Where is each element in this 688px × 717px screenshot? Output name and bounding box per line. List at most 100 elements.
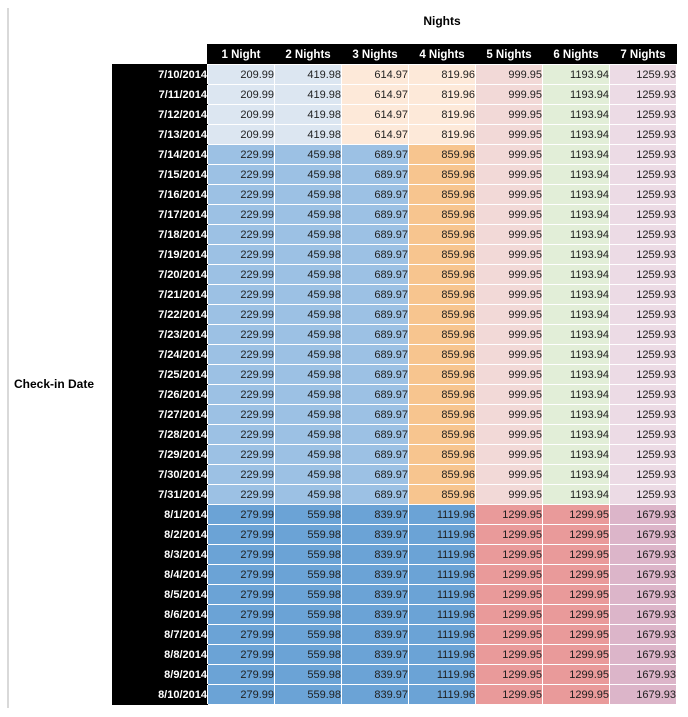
price-cell[interactable]: 1193.94 (542, 124, 610, 145)
price-cell[interactable]: 1299.95 (542, 684, 610, 705)
price-cell[interactable]: 1679.93 (609, 584, 677, 605)
price-cell[interactable]: 459.98 (274, 464, 342, 485)
price-cell[interactable]: 689.97 (341, 344, 409, 365)
price-cell[interactable]: 999.95 (475, 384, 543, 405)
price-cell[interactable]: 689.97 (341, 464, 409, 485)
price-cell[interactable]: 279.99 (207, 564, 275, 585)
price-cell[interactable]: 459.98 (274, 324, 342, 345)
price-cell[interactable]: 999.95 (475, 84, 543, 105)
price-cell[interactable]: 1193.94 (542, 84, 610, 105)
price-cell[interactable]: 614.97 (341, 64, 409, 85)
price-cell[interactable]: 1679.93 (609, 624, 677, 645)
price-cell[interactable]: 229.99 (207, 244, 275, 265)
price-cell[interactable]: 999.95 (475, 424, 543, 445)
price-cell[interactable]: 1259.93 (609, 404, 677, 425)
price-cell[interactable]: 559.98 (274, 564, 342, 585)
price-cell[interactable]: 1193.94 (542, 384, 610, 405)
price-cell[interactable]: 1119.96 (408, 624, 476, 645)
price-cell[interactable]: 559.98 (274, 584, 342, 605)
price-cell[interactable]: 459.98 (274, 304, 342, 325)
price-cell[interactable]: 614.97 (341, 84, 409, 105)
price-cell[interactable]: 459.98 (274, 184, 342, 205)
price-cell[interactable]: 229.99 (207, 464, 275, 485)
price-cell[interactable]: 859.96 (408, 484, 476, 505)
price-cell[interactable]: 1259.93 (609, 224, 677, 245)
price-cell[interactable]: 1299.95 (475, 504, 543, 525)
price-cell[interactable]: 689.97 (341, 304, 409, 325)
price-cell[interactable]: 859.96 (408, 384, 476, 405)
price-cell[interactable]: 859.96 (408, 164, 476, 185)
price-cell[interactable]: 459.98 (274, 144, 342, 165)
price-cell[interactable]: 859.96 (408, 244, 476, 265)
price-cell[interactable]: 1119.96 (408, 504, 476, 525)
price-cell[interactable]: 859.96 (408, 264, 476, 285)
price-cell[interactable]: 1193.94 (542, 404, 610, 425)
price-cell[interactable]: 1259.93 (609, 244, 677, 265)
price-cell[interactable]: 1193.94 (542, 364, 610, 385)
price-cell[interactable]: 1193.94 (542, 164, 610, 185)
price-cell[interactable]: 999.95 (475, 324, 543, 345)
price-cell[interactable]: 1259.93 (609, 84, 677, 105)
price-cell[interactable]: 559.98 (274, 544, 342, 565)
price-cell[interactable]: 1119.96 (408, 604, 476, 625)
price-cell[interactable]: 279.99 (207, 524, 275, 545)
price-cell[interactable]: 1259.93 (609, 144, 677, 165)
price-cell[interactable]: 1259.93 (609, 304, 677, 325)
price-cell[interactable]: 689.97 (341, 164, 409, 185)
price-cell[interactable]: 1299.95 (542, 624, 610, 645)
price-cell[interactable]: 1259.93 (609, 264, 677, 285)
price-cell[interactable]: 859.96 (408, 224, 476, 245)
price-cell[interactable]: 459.98 (274, 224, 342, 245)
price-cell[interactable]: 999.95 (475, 444, 543, 465)
price-cell[interactable]: 999.95 (475, 264, 543, 285)
price-cell[interactable]: 689.97 (341, 264, 409, 285)
price-cell[interactable]: 1299.95 (475, 604, 543, 625)
price-cell[interactable]: 459.98 (274, 364, 342, 385)
price-cell[interactable]: 279.99 (207, 624, 275, 645)
price-cell[interactable]: 859.96 (408, 364, 476, 385)
price-cell[interactable]: 1193.94 (542, 464, 610, 485)
price-cell[interactable]: 1259.93 (609, 364, 677, 385)
price-cell[interactable]: 279.99 (207, 604, 275, 625)
price-cell[interactable]: 1259.93 (609, 164, 677, 185)
price-cell[interactable]: 559.98 (274, 644, 342, 665)
price-cell[interactable]: 1299.95 (475, 564, 543, 585)
price-cell[interactable]: 1259.93 (609, 284, 677, 305)
price-cell[interactable]: 689.97 (341, 324, 409, 345)
price-cell[interactable]: 689.97 (341, 364, 409, 385)
price-cell[interactable]: 999.95 (475, 64, 543, 85)
price-cell[interactable]: 999.95 (475, 144, 543, 165)
price-cell[interactable]: 279.99 (207, 504, 275, 525)
price-cell[interactable]: 859.96 (408, 464, 476, 485)
price-cell[interactable]: 1259.93 (609, 484, 677, 505)
price-cell[interactable]: 1259.93 (609, 384, 677, 405)
price-cell[interactable]: 614.97 (341, 124, 409, 145)
price-cell[interactable]: 1119.96 (408, 684, 476, 705)
price-cell[interactable]: 229.99 (207, 424, 275, 445)
price-cell[interactable]: 229.99 (207, 304, 275, 325)
price-cell[interactable]: 689.97 (341, 384, 409, 405)
price-cell[interactable]: 1679.93 (609, 664, 677, 685)
price-cell[interactable]: 1299.95 (475, 544, 543, 565)
price-cell[interactable]: 229.99 (207, 184, 275, 205)
price-cell[interactable]: 229.99 (207, 364, 275, 385)
price-cell[interactable]: 999.95 (475, 304, 543, 325)
price-cell[interactable]: 279.99 (207, 664, 275, 685)
price-cell[interactable]: 1259.93 (609, 464, 677, 485)
price-cell[interactable]: 229.99 (207, 324, 275, 345)
price-cell[interactable]: 279.99 (207, 684, 275, 705)
price-cell[interactable]: 559.98 (274, 684, 342, 705)
price-cell[interactable]: 999.95 (475, 164, 543, 185)
price-cell[interactable]: 1299.95 (542, 584, 610, 605)
price-cell[interactable]: 1259.93 (609, 124, 677, 145)
price-cell[interactable]: 559.98 (274, 504, 342, 525)
price-cell[interactable]: 1259.93 (609, 204, 677, 225)
price-cell[interactable]: 229.99 (207, 384, 275, 405)
price-cell[interactable]: 459.98 (274, 284, 342, 305)
price-cell[interactable]: 559.98 (274, 624, 342, 645)
price-cell[interactable]: 1299.95 (542, 544, 610, 565)
price-cell[interactable]: 689.97 (341, 424, 409, 445)
price-cell[interactable]: 459.98 (274, 264, 342, 285)
price-cell[interactable]: 859.96 (408, 204, 476, 225)
price-cell[interactable]: 1119.96 (408, 564, 476, 585)
